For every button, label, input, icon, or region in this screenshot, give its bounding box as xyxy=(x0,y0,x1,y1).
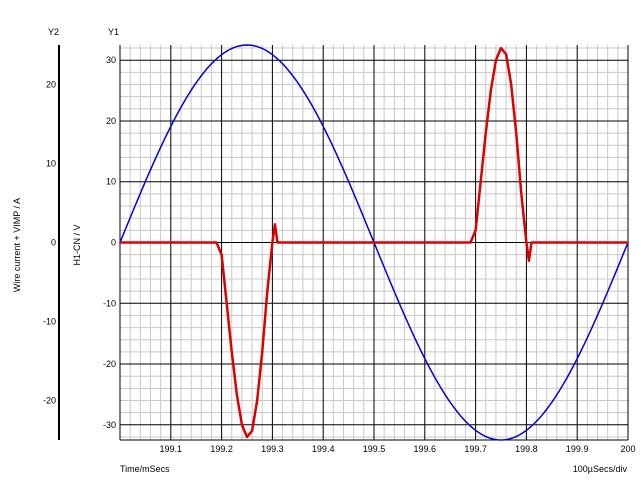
x-tick-label: 199.8 xyxy=(515,444,538,454)
y2-tick-label: 10 xyxy=(46,159,56,169)
y1-tick-label: -20 xyxy=(103,359,116,369)
y1-tick-label: 30 xyxy=(106,55,116,65)
x-tick-label: 199.1 xyxy=(160,444,183,454)
x-tick-label: 199.5 xyxy=(363,444,386,454)
x-tick-label: 199.7 xyxy=(464,444,487,454)
y1-axis-name: Y1 xyxy=(108,27,119,37)
x-tick-label: 200 xyxy=(620,444,635,454)
x-tick-label: 199.4 xyxy=(312,444,335,454)
y1-tick-label: 10 xyxy=(106,177,116,187)
x-tick-label: 199.9 xyxy=(566,444,589,454)
y1-axis-label: H1-CN / V xyxy=(72,224,82,265)
y1-tick-label: 20 xyxy=(106,116,116,126)
y2-axis-name: Y2 xyxy=(48,27,59,37)
y2-axis-label: Wire current + VIMP / A xyxy=(12,198,22,292)
x-tick-label: 199.2 xyxy=(210,444,233,454)
x-scale-note: 100µSecs/div xyxy=(573,464,628,474)
series-line-red xyxy=(120,46,628,439)
y2-tick-label: -10 xyxy=(43,317,56,327)
series-group xyxy=(119,44,629,441)
x-tick-label: 199.6 xyxy=(414,444,437,454)
tick-labels: -30 -20 -10 0 10 20 30 -20 -10 0 10 20 199.1 199.2 199… xyxy=(43,55,636,454)
x-axis-label: Time/mSecs xyxy=(120,464,170,474)
y1-tick-label: -30 xyxy=(103,420,116,430)
y2-tick-label: 20 xyxy=(46,80,56,90)
y1-tick-label: -10 xyxy=(103,298,116,308)
y2-tick-label: -20 xyxy=(43,396,56,406)
x-tick-label: 199.3 xyxy=(261,444,284,454)
y2-tick-label: 0 xyxy=(51,238,56,248)
y1-tick-label: 0 xyxy=(111,238,116,248)
